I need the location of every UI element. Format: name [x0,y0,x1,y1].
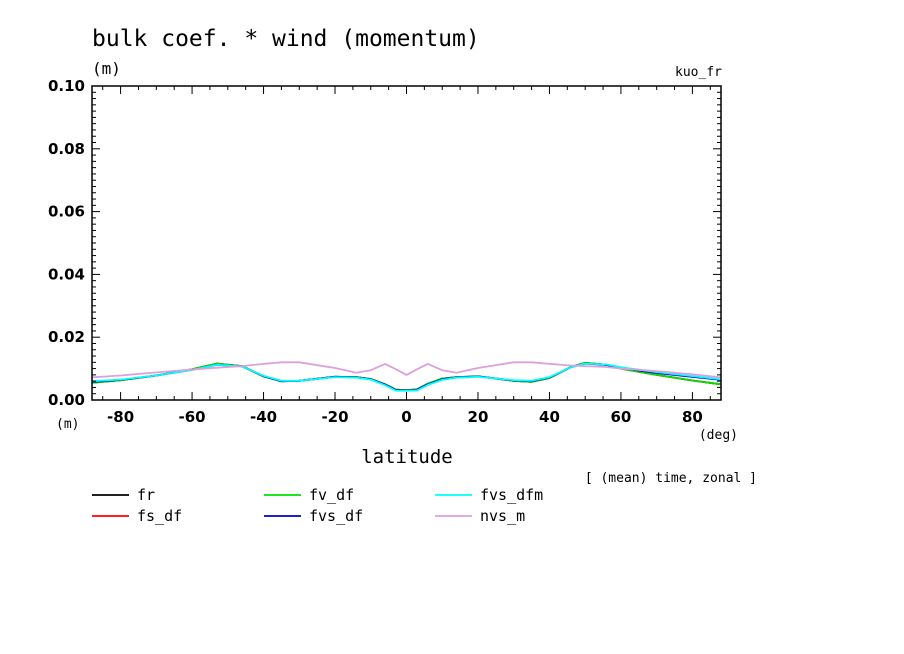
legend-item-fvs_df: fvs_df [264,507,363,525]
legend-label: fvs_dfm [480,486,543,504]
series-line-fvs_dfm [91,362,722,392]
legend-label: fv_df [309,486,354,504]
x-tick-label: 40 [539,408,560,426]
legend-item-nvs_m: nvs_m [435,507,525,525]
x-tick-label: 0 [401,408,411,426]
legend: fr fs_df fv_df fvs_df fvs_dfm nvs_m [92,486,543,525]
y-tick-label: 0.08 [48,140,85,158]
legend-label: fr [137,486,155,504]
x-tick-label: 20 [468,408,489,426]
x-tick-label: 60 [610,408,631,426]
chart-title: bulk coef. * wind (momentum) [92,26,480,52]
axes [91,85,722,401]
y-tick-label: 0.06 [48,203,85,221]
y-tick-label: 0.04 [48,265,85,283]
x-axis-label: latitude [361,446,453,468]
x-tick-label: -40 [250,408,277,426]
series-line-nvs_m [91,361,722,379]
legend-item-fvs_dfm: fvs_dfm [435,486,543,504]
x-axis-right-unit: (deg) [699,428,738,443]
legend-label: nvs_m [480,507,525,525]
plot-frame [91,85,722,401]
ticks [92,85,721,401]
legend-label: fs_df [137,507,182,525]
plot-lines [91,361,722,392]
y-axis-unit: (m) [92,59,121,78]
legend-item-fv_df: fv_df [264,486,354,504]
x-tick-label: -20 [321,408,348,426]
x-tick-label: 80 [682,408,703,426]
chart-note: [ (mean) time, zonal ] [585,471,757,486]
series-line-fs_df [91,361,722,392]
tick-labels: 0.00 0.02 0.04 0.06 0.08 0.10 -80 -60 -40 -20 0 20 4… [48,77,703,426]
series-line-fr [91,361,722,392]
y-tick-label: 0.10 [48,77,85,95]
y-tick-label: 0.02 [48,328,85,346]
top-right-label: kuo_fr [675,65,722,80]
legend-item-fr: fr [92,486,155,504]
x-axis-left-unit: (m) [56,417,79,432]
x-tick-label: -60 [179,408,206,426]
legend-item-fs_df: fs_df [92,507,182,525]
series-line-fv_df [91,361,722,392]
x-tick-label: -80 [107,408,134,426]
legend-label: fvs_df [309,507,363,525]
y-tick-label: 0.00 [48,391,85,409]
